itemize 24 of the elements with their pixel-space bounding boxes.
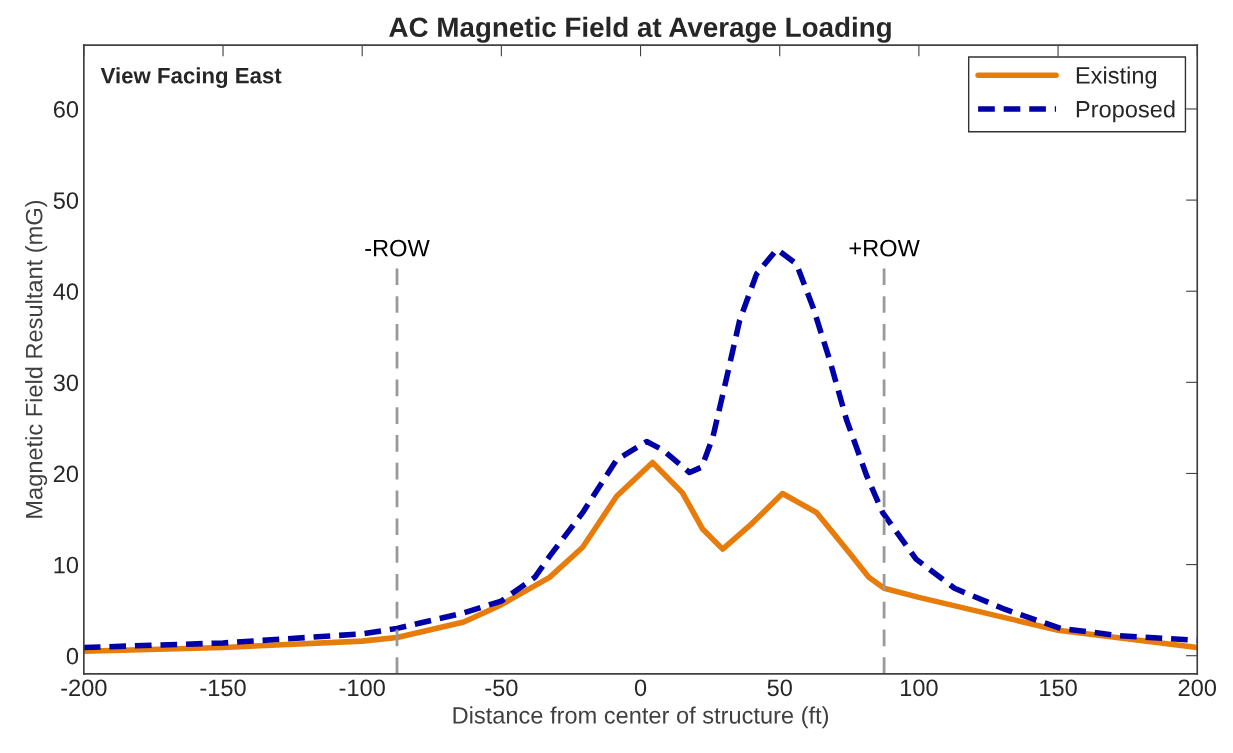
y-tick-label: 40 [53,283,79,300]
x-tick-label: 50 [767,679,792,697]
y-tick-label: 60 [53,101,79,118]
x-tick-label: 0 [634,679,647,697]
x-axis-title: Distance from center of structure (ft) [453,706,829,729]
x-tick-label: 200 [1178,679,1217,697]
chart-title: AC Magnetic Field at Average Loading [389,16,891,43]
x-tick-label: 100 [901,679,938,697]
x-tick-label: -150 [200,679,246,697]
x-tick-label: -100 [339,679,385,697]
ref-line-label: -ROW [365,239,430,257]
y-tick-label: 20 [53,465,79,483]
y-tick-label: 30 [53,374,79,392]
y-tick-label: 50 [53,192,79,209]
x-tick-label: -50 [485,679,518,697]
y-tick-label: 10 [54,556,79,574]
legend-label: Proposed [1076,100,1175,123]
y-axis-title: Magnetic Field Resultant (mG) [25,200,48,518]
y-tick-label: 0 [66,647,79,665]
annotation: View Facing East [100,67,282,88]
ref-line-label: +ROW [849,239,920,257]
x-tick-label: 150 [1040,679,1077,697]
x-tick-label: -200 [61,679,107,697]
legend-label: Existing [1076,66,1157,89]
